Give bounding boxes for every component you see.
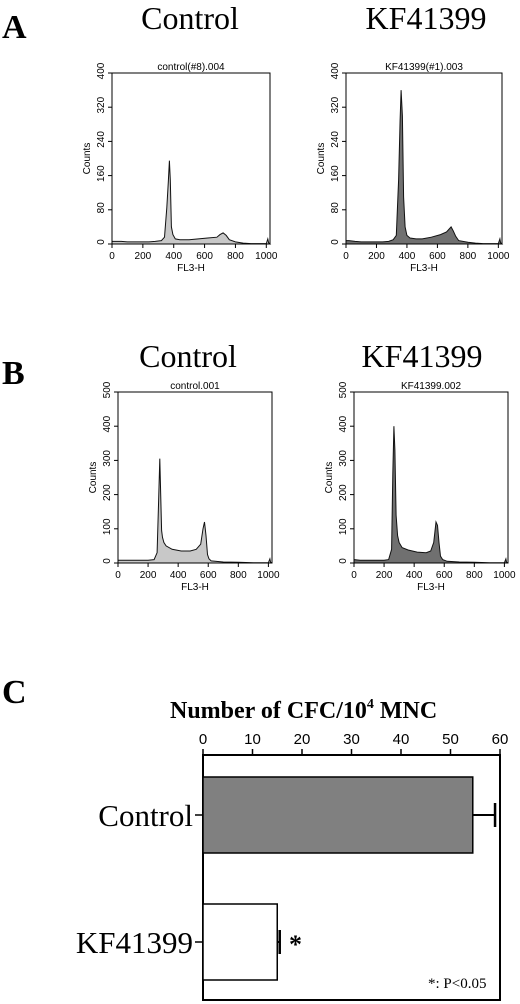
- bar-x-tick-label: 10: [244, 731, 261, 748]
- y-tick-label: 400: [330, 62, 341, 79]
- panel-b-heading-control: Control: [139, 338, 237, 374]
- y-tick-label: 160: [330, 165, 341, 182]
- x-tick-label: 800: [460, 251, 477, 262]
- bar-x-tick-label: 50: [442, 731, 459, 748]
- x-tick-label: 800: [227, 251, 244, 262]
- histogram-file-name: control.001: [170, 381, 220, 392]
- y-tick-label: 200: [338, 484, 349, 501]
- y-tick-label: 0: [102, 558, 113, 564]
- x-tick-label: 1000: [493, 570, 516, 581]
- bar-chart-cfc: 0 10 20 30 40 50 60 Control KF41399: [76, 731, 509, 1001]
- histogram-a-kf41399: KF41399(#1).003 0 80 160 240 320 400 0 200 400 600…: [316, 62, 510, 274]
- x-tick-label: 400: [170, 570, 187, 581]
- x-tick-label: 800: [230, 570, 247, 581]
- panel-b-heading-kf41399: KF41399: [362, 338, 483, 374]
- x-tick-label: 400: [165, 251, 182, 262]
- x-tick-label: 200: [135, 251, 152, 262]
- bar-category-label: KF41399: [76, 925, 193, 960]
- bar-x-tick-label: 40: [393, 731, 410, 748]
- x-tick-label: 1000: [255, 251, 278, 262]
- plot-frame: [117, 391, 273, 564]
- panel-b-label: B: [2, 355, 25, 392]
- x-tick-label: 200: [368, 251, 385, 262]
- bar-kf41399: [202, 903, 278, 981]
- histogram-file-name: KF41399(#1).003: [385, 62, 463, 73]
- y-tick-label: 80: [96, 202, 107, 214]
- y-tick-label: 500: [102, 381, 113, 398]
- x-tick-label: 0: [109, 251, 115, 262]
- y-axis-label: Counts: [88, 462, 99, 494]
- y-tick-label: 80: [330, 202, 341, 214]
- bar-category-label: Control: [98, 798, 193, 833]
- x-tick-label: 600: [200, 570, 217, 581]
- x-tick-label: 1000: [487, 251, 510, 262]
- y-tick-label: 200: [102, 484, 113, 501]
- plot-frame: [353, 391, 509, 564]
- x-tick-label: 0: [351, 570, 357, 581]
- x-tick-label: 0: [115, 570, 121, 581]
- plot-frame: [345, 72, 503, 245]
- panel-c-title-tail: MNC: [374, 698, 437, 724]
- y-tick-label: 400: [338, 415, 349, 432]
- bar-x-tick-label: 0: [199, 731, 207, 748]
- x-tick-label: 600: [196, 251, 213, 262]
- histogram-file-name: control(#8).004: [157, 62, 225, 73]
- x-tick-label: 600: [429, 251, 446, 262]
- bar-control: [202, 776, 474, 854]
- y-axis-label: Counts: [82, 143, 93, 175]
- histogram-fill: [345, 90, 504, 245]
- histogram-b-kf41399: KF41399.002 0 100 200 300 400 500 0 200 400 600 800…: [324, 381, 516, 593]
- panel-c-title: Number of CFC/104 MNC: [170, 697, 437, 724]
- panel-a-heading-control: Control: [141, 0, 239, 36]
- x-tick-label: 0: [343, 251, 349, 262]
- y-tick-label: 100: [338, 518, 349, 535]
- histogram-fill: [111, 160, 272, 245]
- x-tick-label: 600: [436, 570, 453, 581]
- x-tick-label: 200: [376, 570, 393, 581]
- x-axis-label: FL3-H: [177, 263, 205, 274]
- y-tick-label: 160: [96, 165, 107, 182]
- panel-c-title-sup: 4: [367, 697, 374, 712]
- panel-a-heading-kf41399: KF41399: [366, 0, 487, 36]
- significance-star: *: [289, 930, 302, 959]
- panel-c-title-main: Number of CFC/10: [170, 698, 367, 724]
- panel-c-label: C: [2, 674, 27, 711]
- y-tick-label: 320: [96, 96, 107, 113]
- x-tick-label: 400: [406, 570, 423, 581]
- y-tick-label: 320: [330, 96, 341, 113]
- histogram-b-control: control.001 0 100 200 300 400 500 0 200 400 600 800…: [88, 381, 280, 593]
- x-axis-label: FL3-H: [417, 582, 445, 593]
- y-tick-label: 100: [102, 518, 113, 535]
- x-axis-label: FL3-H: [181, 582, 209, 593]
- y-tick-label: 240: [330, 131, 341, 148]
- x-tick-label: 200: [140, 570, 157, 581]
- histogram-fill: [353, 426, 509, 564]
- y-tick-label: 500: [338, 381, 349, 398]
- x-tick-label: 800: [466, 570, 483, 581]
- y-tick-label: 300: [338, 450, 349, 467]
- panel-a-label: A: [2, 9, 27, 46]
- x-tick-label: 1000: [257, 570, 280, 581]
- y-tick-label: 0: [338, 558, 349, 564]
- y-axis-label: Counts: [316, 143, 327, 175]
- bar-x-tick-label: 60: [492, 731, 509, 748]
- bar-x-tick-label: 30: [343, 731, 360, 748]
- y-tick-label: 300: [102, 450, 113, 467]
- y-tick-label: 0: [330, 239, 341, 245]
- significance-footnote: *: P<0.05: [428, 976, 486, 992]
- plot-frame: [111, 72, 271, 245]
- bar-x-tick-label: 20: [294, 731, 311, 748]
- y-tick-label: 400: [96, 62, 107, 79]
- histogram-fill: [117, 458, 273, 564]
- y-tick-label: 0: [96, 239, 107, 245]
- histogram-a-control: control(#8).004 0 80 160 240 320 400 0 200 400 600…: [82, 62, 278, 274]
- histogram-file-name: KF41399.002: [401, 381, 461, 392]
- y-tick-label: 400: [102, 415, 113, 432]
- y-axis-label: Counts: [324, 462, 335, 494]
- y-tick-label: 240: [96, 131, 107, 148]
- x-tick-label: 400: [399, 251, 416, 262]
- x-axis-label: FL3-H: [410, 263, 438, 274]
